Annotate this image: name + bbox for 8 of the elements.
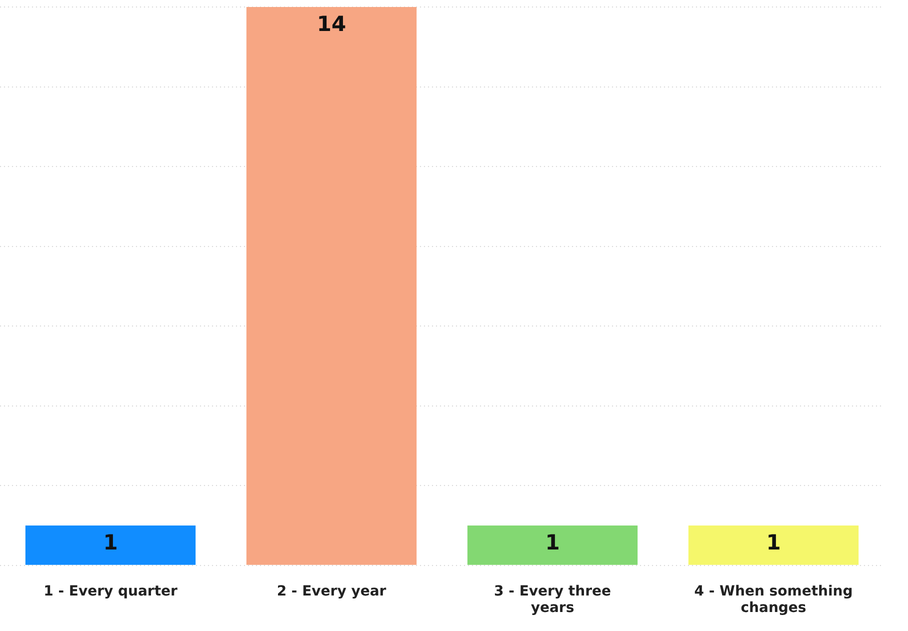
data-label: 1 — [103, 530, 118, 554]
data-label: 14 — [316, 12, 346, 36]
x-tick-label: 2 - Every year — [276, 583, 386, 600]
data-label: 1 — [766, 530, 781, 554]
x-tick-label: 4 - When something changes — [694, 583, 853, 616]
data-label: 1 — [545, 530, 560, 554]
x-tick-label: 3 - Every three years — [494, 583, 611, 616]
x-tick-label: 1 - Every quarter — [44, 583, 178, 600]
